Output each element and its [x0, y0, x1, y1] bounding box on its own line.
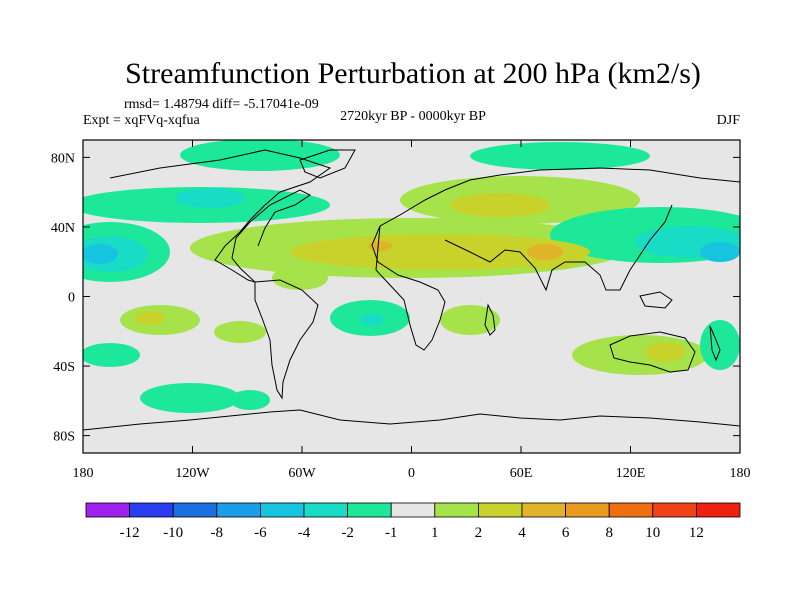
colorbar-label: -12 [120, 525, 140, 541]
colorbar-swatch [129, 502, 174, 518]
season-label: DJF [717, 113, 741, 128]
chart-title: Streamfunction Perturbation at 200 hPa (… [125, 57, 701, 90]
coastlines [83, 149, 740, 431]
colorbar-swatch [347, 502, 392, 518]
y-tick-labels: 80N 40N 0 40S 80S [51, 151, 75, 444]
y-tick-label: 40N [51, 221, 75, 236]
colorbar-swatch [303, 502, 348, 518]
contour-fill-negative-core [83, 242, 740, 264]
colorbar-swatch [172, 502, 218, 518]
x-tick-label: 120E [616, 466, 646, 481]
colorbar-swatch [565, 502, 610, 518]
map-panel [83, 140, 740, 453]
colorbar-label: 12 [689, 525, 704, 541]
colorbar-swatch [85, 502, 130, 518]
colorbar-labels: -12 -10 -8 -6 -4 -2 -1 1 2 4 6 8 10 12 [120, 525, 704, 541]
period-label: 2720kyr BP - 0000kyr BP [340, 109, 486, 124]
x-tick-label: 0 [408, 466, 415, 481]
colorbar-label: 10 [645, 525, 660, 541]
y-tick-label: 80S [53, 430, 75, 445]
x-tick-labels: 180 120W 60W 0 60E 120E 180 [73, 466, 751, 481]
colorbar [85, 502, 741, 518]
colorbar-label: -10 [163, 525, 183, 541]
colorbar-label: 4 [518, 525, 526, 541]
colorbar-label: 8 [605, 525, 613, 541]
x-tick-label: 180 [73, 466, 94, 481]
colorbar-label: 2 [475, 525, 483, 541]
axis-ticks [82, 140, 741, 453]
contour-fill-positive-core [368, 241, 563, 260]
colorbar-swatch [390, 502, 436, 518]
colorbar-label: -6 [254, 525, 267, 541]
stats-label: rmsd= 1.48794 diff= -5.17041e-09 [124, 97, 319, 112]
colorbar-label: -2 [341, 525, 354, 541]
colorbar-swatch [434, 502, 479, 518]
x-tick-label: 120W [175, 466, 210, 481]
y-tick-label: 0 [68, 291, 75, 306]
colorbar-label: -1 [385, 525, 398, 541]
colorbar-swatch [259, 502, 305, 518]
colorbar-swatch [216, 502, 261, 518]
colorbar-swatch [521, 502, 566, 518]
x-tick-label: 60E [510, 466, 533, 481]
colorbar-label: -4 [298, 525, 311, 541]
y-tick-label: 80N [51, 151, 75, 166]
colorbar-swatch [477, 502, 523, 518]
colorbar-label: 6 [562, 525, 570, 541]
colorbar-swatch [652, 502, 697, 518]
colorbar-swatch [608, 502, 654, 518]
y-tick-label: 40S [53, 360, 75, 375]
x-tick-label: 180 [730, 466, 751, 481]
colorbar-label: 1 [431, 525, 439, 541]
expt-label: Expt = xqFVq-xqfua [83, 113, 201, 128]
x-tick-label: 60W [288, 466, 316, 481]
colorbar-swatch [696, 502, 741, 518]
colorbar-label: -8 [211, 525, 224, 541]
